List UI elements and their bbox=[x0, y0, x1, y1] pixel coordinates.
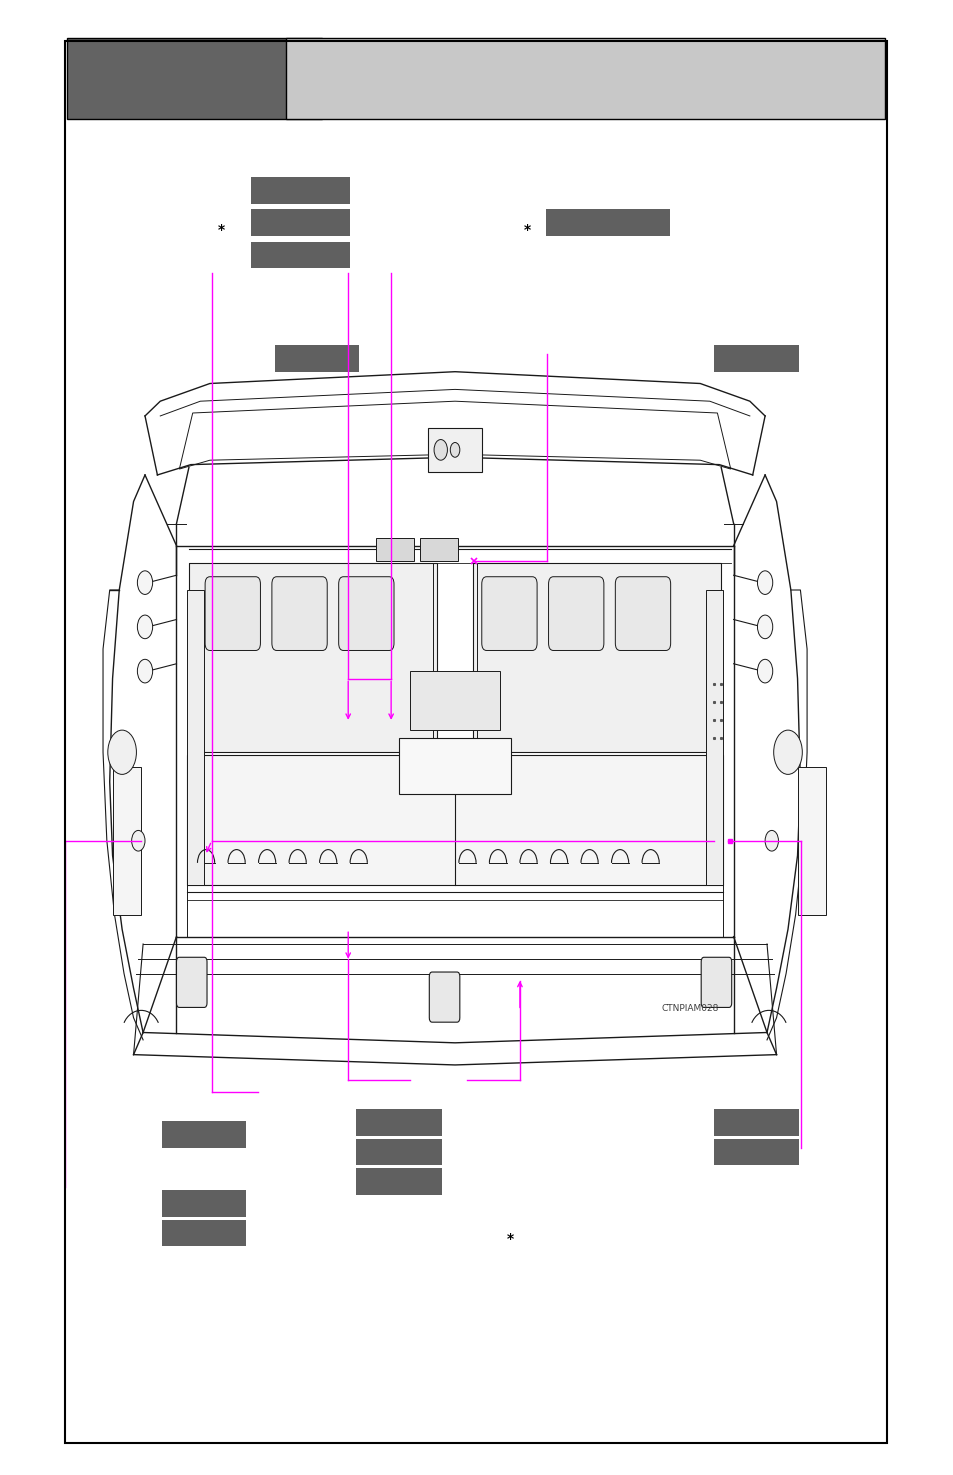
Bar bbox=[112, 767, 141, 914]
Text: *: * bbox=[506, 1232, 514, 1246]
Circle shape bbox=[773, 730, 801, 774]
FancyBboxPatch shape bbox=[338, 577, 394, 650]
Bar bbox=[713, 1139, 799, 1165]
FancyBboxPatch shape bbox=[615, 577, 670, 650]
Circle shape bbox=[450, 442, 459, 457]
FancyBboxPatch shape bbox=[272, 577, 327, 650]
Circle shape bbox=[137, 615, 152, 639]
Text: *: * bbox=[217, 223, 225, 237]
Bar bbox=[355, 1109, 441, 1136]
Circle shape bbox=[764, 830, 778, 851]
FancyBboxPatch shape bbox=[429, 972, 459, 1022]
Bar bbox=[274, 345, 358, 372]
Bar bbox=[473, 563, 720, 752]
Bar bbox=[162, 1121, 246, 1148]
Circle shape bbox=[434, 440, 447, 460]
Bar bbox=[375, 538, 414, 560]
Text: CTNPIAM028: CTNPIAM028 bbox=[660, 1004, 718, 1013]
Bar bbox=[251, 242, 350, 268]
Bar bbox=[162, 1190, 246, 1217]
Circle shape bbox=[757, 571, 772, 594]
Text: *: * bbox=[523, 223, 531, 237]
Bar bbox=[67, 38, 322, 119]
Bar bbox=[428, 428, 481, 472]
Bar bbox=[398, 738, 511, 794]
Bar bbox=[713, 1109, 799, 1136]
FancyBboxPatch shape bbox=[548, 577, 603, 650]
Bar bbox=[797, 767, 825, 914]
Bar bbox=[355, 1139, 441, 1165]
Circle shape bbox=[757, 615, 772, 639]
Bar bbox=[251, 177, 350, 204]
Bar bbox=[65, 41, 886, 1443]
FancyBboxPatch shape bbox=[700, 957, 731, 1007]
Bar bbox=[187, 590, 204, 885]
FancyBboxPatch shape bbox=[176, 957, 207, 1007]
Bar bbox=[713, 345, 799, 372]
Circle shape bbox=[137, 571, 152, 594]
Bar bbox=[187, 755, 722, 885]
Bar bbox=[355, 1168, 441, 1195]
Bar bbox=[162, 1220, 246, 1246]
Circle shape bbox=[137, 659, 152, 683]
FancyBboxPatch shape bbox=[205, 577, 260, 650]
Bar bbox=[419, 538, 457, 560]
Bar bbox=[410, 671, 499, 730]
Circle shape bbox=[132, 830, 145, 851]
Circle shape bbox=[108, 730, 136, 774]
Bar bbox=[545, 209, 669, 236]
Bar bbox=[189, 563, 436, 752]
Bar bbox=[705, 590, 722, 885]
Bar bbox=[286, 38, 884, 119]
Bar bbox=[251, 209, 350, 236]
FancyBboxPatch shape bbox=[481, 577, 537, 650]
Circle shape bbox=[757, 659, 772, 683]
